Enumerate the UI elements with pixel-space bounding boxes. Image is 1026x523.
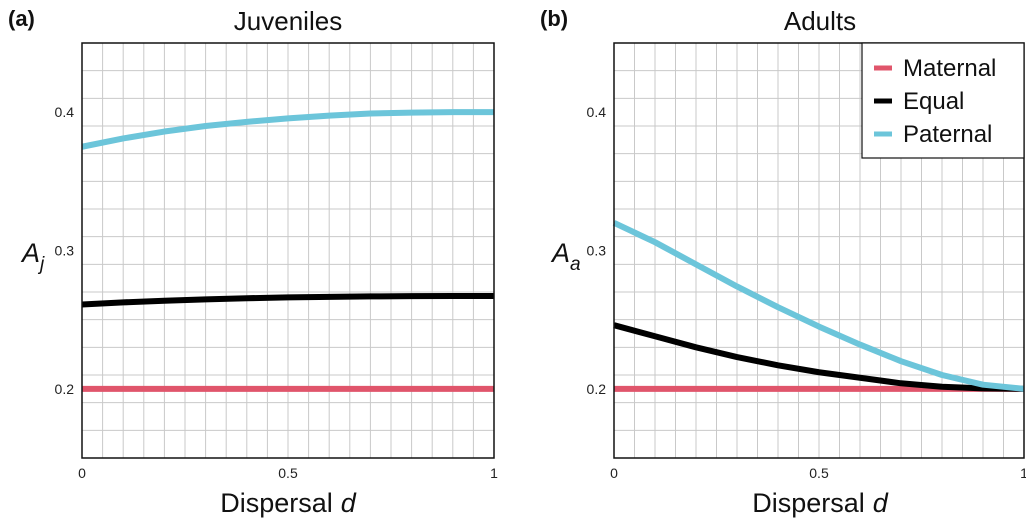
panel-b-x-tick-label: 0 <box>610 465 618 481</box>
panel-a-y-axis-symbol: A <box>20 238 40 268</box>
panel-b-y-ticks: 0.2 0.3 0.4 <box>587 104 607 397</box>
legend-label-paternal: Paternal <box>903 121 992 148</box>
panel-b-title: Adults <box>784 6 856 36</box>
panel-a-frame <box>81 42 495 459</box>
panel-b-x-axis-variable: d <box>873 488 889 518</box>
panel-a-x-axis-variable: d <box>341 488 357 518</box>
panel-b-series <box>612 220 1025 392</box>
panel-b-y-axis-subscript: a <box>570 254 581 275</box>
panel-b-tag: (b) <box>540 6 568 31</box>
panel-a-y-tick-label: 0.4 <box>55 104 75 120</box>
panel-a-series <box>81 109 494 392</box>
panel-b-x-ticks: 0 0.5 1 <box>610 465 1026 481</box>
panel-b-y-tick-label: 0.4 <box>587 104 607 120</box>
panel-a-x-ticks: 0 0.5 1 <box>78 465 498 481</box>
panel-b-y-axis-symbol: A <box>550 238 570 268</box>
panel-a-y-ticks: 0.2 0.3 0.4 <box>55 104 75 397</box>
legend-entries: Maternal Equal Paternal <box>874 55 996 148</box>
panel-b: (b) Adults 0 0.5 1 0.20.30.4 Dispersal d Aa… <box>540 6 1026 518</box>
panel-b-x-axis-label-text: Dispersal <box>752 488 865 518</box>
panel-a-y-axis-label: Aj <box>20 238 45 275</box>
panel-a-x-tick-label: 0.5 <box>278 465 298 481</box>
panel-a-x-axis-label-text: Dispersal <box>220 488 333 518</box>
panel-a-x-tick-label: 1 <box>490 465 498 481</box>
panel-a-tag: (a) <box>8 6 35 31</box>
panel-a-grid <box>82 43 494 458</box>
panel-a-title: Juveniles <box>234 6 342 36</box>
panel-a-y-axis-subscript: j <box>37 254 45 275</box>
panel-b-y-tick-label: 0.3 <box>587 243 607 259</box>
panel-b-frame <box>613 42 1025 459</box>
panel-a-x-axis-label: Dispersal d <box>220 488 357 518</box>
panel-b-y-axis-label: Aa <box>550 238 581 275</box>
panel-b-x-tick-label: 0.5 <box>809 465 829 481</box>
panel-b-x-tick-label: 1 <box>1020 465 1026 481</box>
panel-b-y-tick-label: 0.2 <box>587 381 607 397</box>
panel-a: (a) Juveniles 0 0.5 1 0.20.30.4 Dispersal d… <box>8 6 498 518</box>
panel-b-x-axis-label: Dispersal d <box>752 488 889 518</box>
panel-a-x-tick-label: 0 <box>78 465 86 481</box>
panel-b-series-equal <box>613 322 1025 392</box>
panel-a-series-equal <box>81 293 494 308</box>
panel-a-y-tick-label: 0.2 <box>55 381 75 397</box>
legend-label-equal: Equal <box>903 88 964 115</box>
legend: Maternal Equal Paternal <box>861 42 1025 159</box>
panel-a-series-paternal <box>81 109 494 150</box>
panel-a-y-tick-label: 0.3 <box>55 243 75 259</box>
panel-b-series-paternal <box>612 220 1025 392</box>
legend-label-maternal: Maternal <box>903 55 996 82</box>
